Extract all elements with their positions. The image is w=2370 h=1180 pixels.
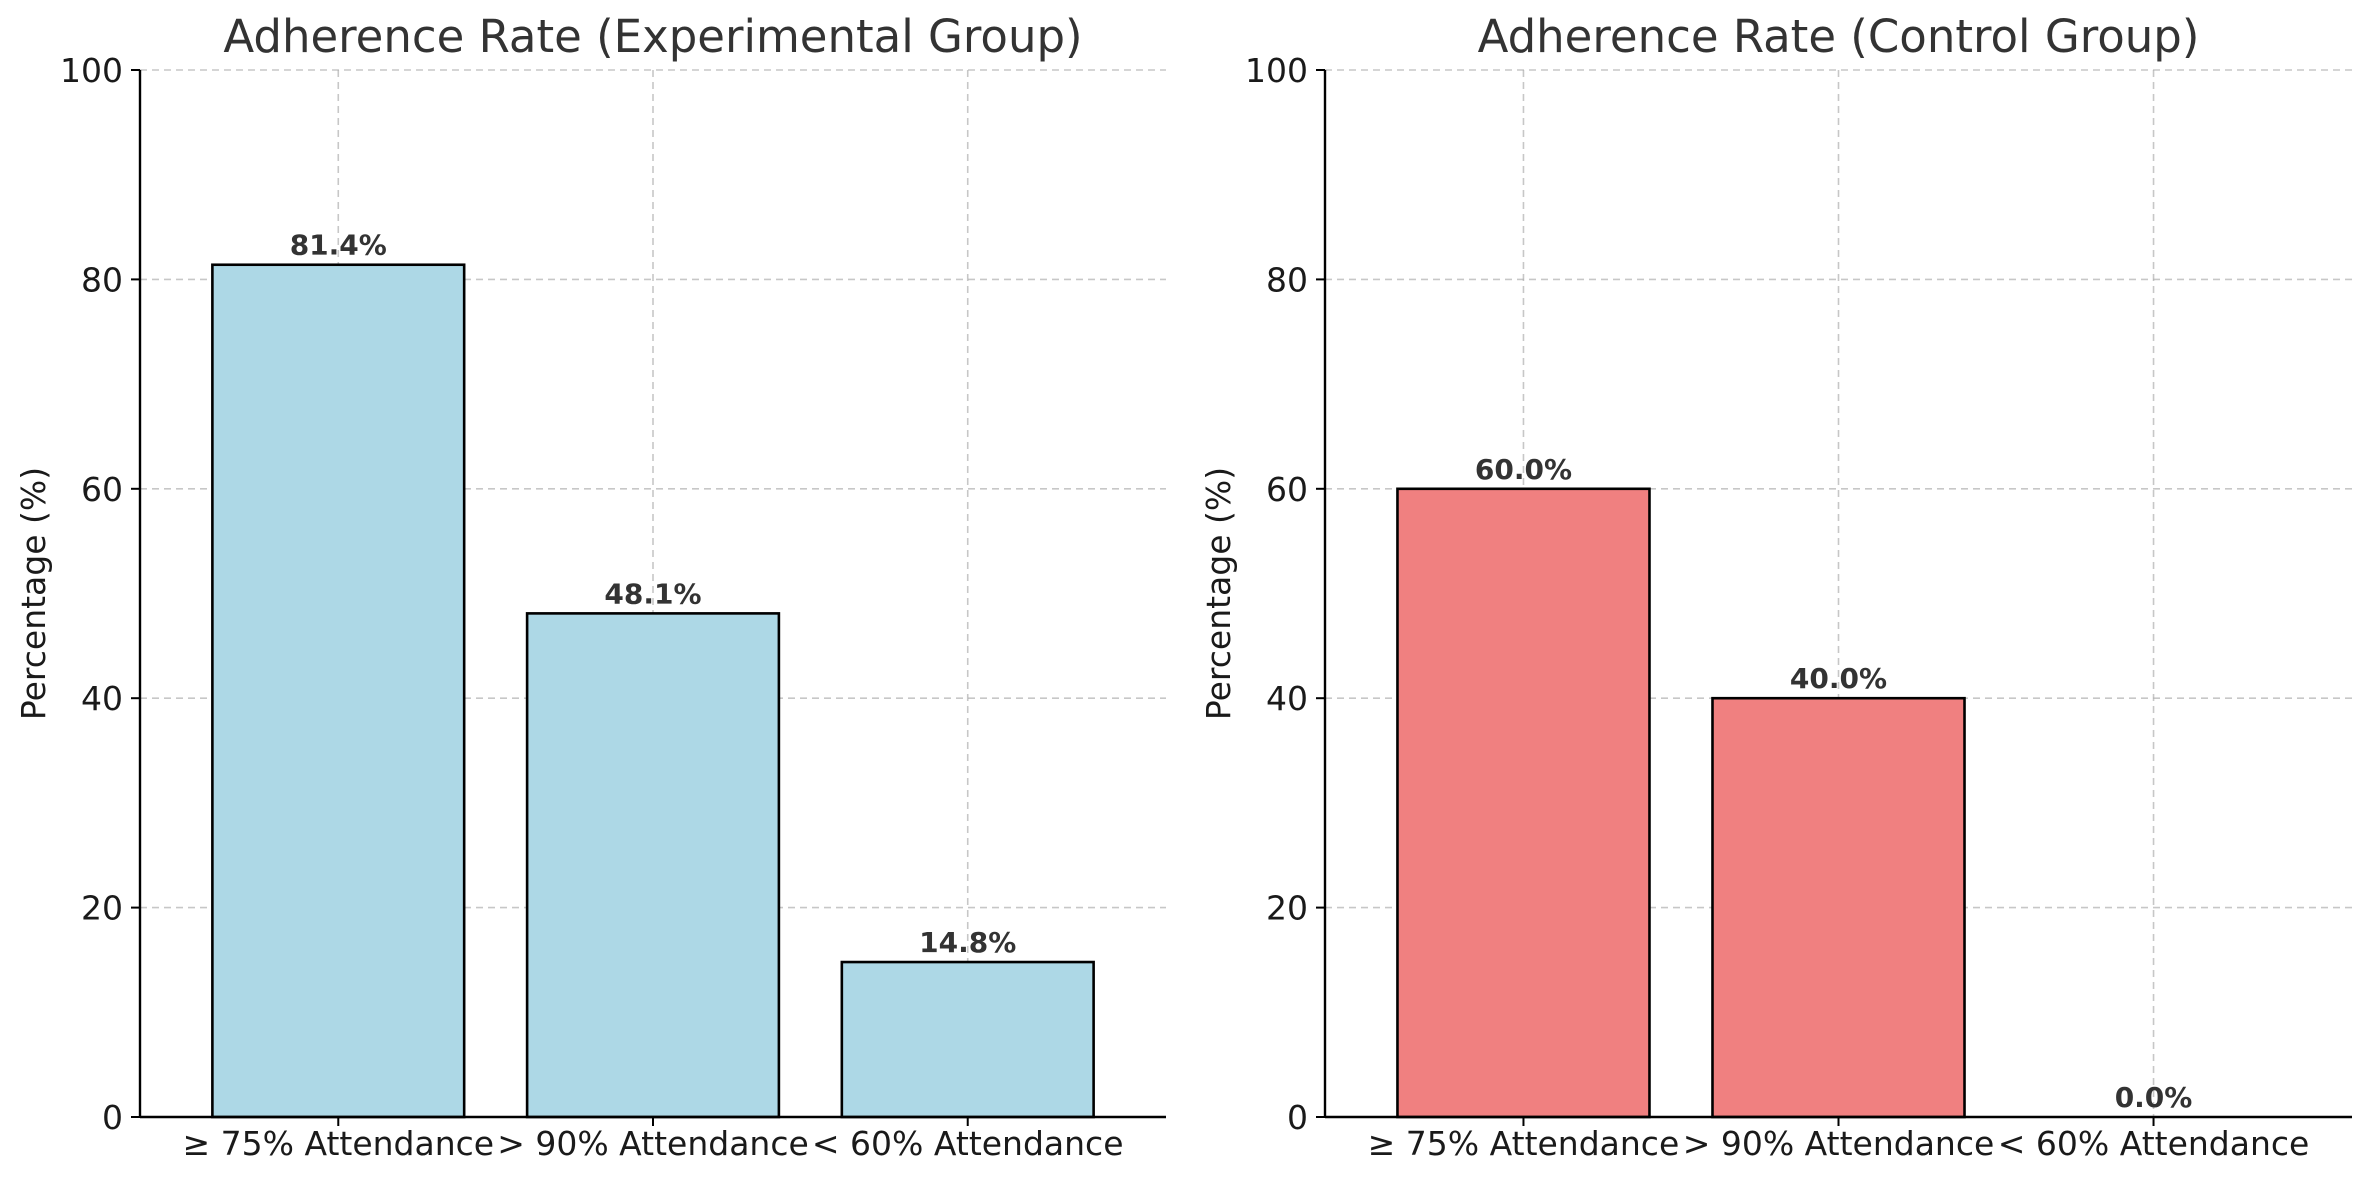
data-label: 48.1% [604, 577, 701, 610]
x-tick-label: < 60% Attendance [812, 1124, 1124, 1163]
x-tick-label: > 90% Attendance [497, 1124, 809, 1163]
y-tick-label: 60 [1266, 470, 1308, 509]
x-tick-label: ≥ 75% Attendance [1368, 1124, 1680, 1163]
y-tick-label: 100 [60, 51, 123, 90]
bar [840, 960, 1095, 1119]
y-tick-label: 60 [81, 470, 123, 509]
bar [1711, 696, 1966, 1119]
y-axis-label: Percentage (%) [14, 467, 53, 720]
plot-area: 60.0% 40.0% 0.0% 0 20 40 60 80 100 ≥ 75% Attendan… [1245, 51, 2352, 1163]
chart-title: Adherence Rate (Experimental Group) [223, 10, 1082, 63]
data-label: 40.0% [1790, 662, 1887, 695]
chart-title: Adherence Rate (Control Group) [1478, 10, 2200, 63]
data-label: 60.0% [1475, 453, 1572, 486]
data-label: 0.0% [2115, 1081, 2193, 1114]
y-tick-label: 40 [1266, 679, 1308, 718]
y-tick-label: 0 [102, 1098, 123, 1137]
y-tick-label: 40 [81, 679, 123, 718]
bar [211, 263, 466, 1119]
chart-experimental-group: Adherence Rate (Experimental Group) Perc… [14, 10, 1166, 1163]
x-tick-label: > 90% Attendance [1683, 1124, 1995, 1163]
data-label: 81.4% [290, 229, 387, 262]
data-label: 14.8% [919, 926, 1016, 959]
x-tick-label: < 60% Attendance [1998, 1124, 2310, 1163]
y-tick-label: 80 [81, 260, 123, 299]
y-tick-label: 20 [1266, 889, 1308, 928]
plot-area: 81.4% 48.1% 14.8% 0 20 40 60 80 100 ≥ 75% Attenda… [60, 51, 1166, 1163]
y-tick-label: 80 [1266, 260, 1308, 299]
y-axis-label: Percentage (%) [1199, 467, 1238, 720]
y-tick-label: 100 [1245, 51, 1308, 90]
bar [1396, 487, 1651, 1119]
x-tick-label: ≥ 75% Attendance [182, 1124, 494, 1163]
y-tick-label: 0 [1287, 1098, 1308, 1137]
bar [525, 612, 781, 1119]
chart-control-group: Adherence Rate (Control Group) Percentag… [1199, 10, 2352, 1163]
y-tick-label: 20 [81, 889, 123, 928]
